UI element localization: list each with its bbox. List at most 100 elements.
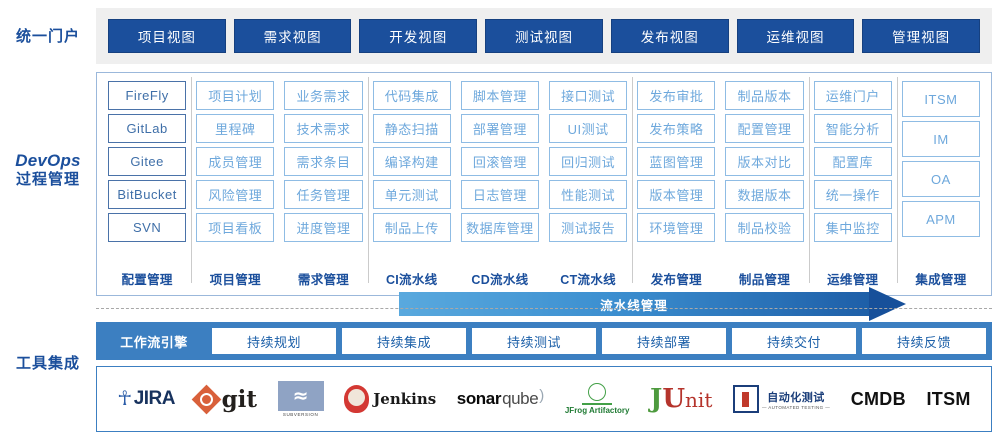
devops-cell[interactable]: ITSM [901, 81, 981, 117]
subversion-logo: ≈ SUBVERSION [277, 377, 324, 421]
workflow-stage-continuous-testing[interactable]: 持续测试 [472, 328, 596, 354]
git-logo: git [191, 377, 258, 421]
devops-cell[interactable]: 静态扫描 [372, 114, 451, 143]
devops-cell[interactable]: 性能测试 [549, 180, 628, 209]
devops-cell[interactable]: 项目看板 [196, 213, 275, 242]
devops-cell[interactable]: BitBucket [108, 180, 187, 209]
row-label-tools: 工具集成 [0, 355, 96, 374]
devops-cell[interactable]: 回归测试 [549, 147, 628, 176]
devops-cell[interactable]: 制品上传 [372, 213, 451, 242]
devops-cell[interactable]: UI测试 [549, 114, 628, 143]
devops-cell[interactable]: 测试报告 [549, 213, 628, 242]
portal-button-development-view[interactable]: 开发视图 [359, 19, 478, 53]
devops-column-label-project: 项目管理 [209, 273, 261, 287]
workflow-stage-continuous-deployment[interactable]: 持续部署 [602, 328, 726, 354]
devops-cell[interactable]: IM [901, 121, 981, 157]
sonarqube-logo-text-a: sonar [456, 389, 502, 408]
devops-cell[interactable]: 风险管理 [196, 180, 275, 209]
devops-column-label-cd: CD流水线 [471, 273, 529, 287]
row-label-portal-text: 统一门户 [15, 28, 80, 45]
git-mark-icon [191, 384, 221, 414]
devops-cell[interactable]: OA [901, 161, 981, 197]
devops-cell[interactable]: Gitee [108, 147, 187, 176]
devops-cell[interactable]: 进度管理 [284, 213, 363, 242]
jira-logo: ☥ JIRA [117, 377, 175, 421]
workflow-stage-continuous-integration[interactable]: 持续集成 [342, 328, 466, 354]
devops-cell[interactable]: 代码集成 [372, 81, 451, 110]
devops-column-label-requirement: 需求管理 [297, 273, 350, 287]
junit-logo-text-u: U [662, 384, 686, 414]
devops-cell[interactable]: 运维门户 [813, 81, 892, 110]
jenkins-logo-text: Jenkins [373, 390, 437, 408]
devops-cell[interactable]: 版本对比 [725, 147, 804, 176]
devops-cell[interactable]: SVN [108, 213, 187, 242]
devops-column-label-ct: CT流水线 [560, 273, 616, 287]
cmdb-logo-text: CMDB [850, 388, 906, 409]
portal-button-release-view[interactable]: 发布视图 [610, 19, 729, 53]
devops-cell[interactable]: 任务管理 [284, 180, 363, 209]
workflow-stage-continuous-delivery[interactable]: 持续交付 [732, 328, 856, 354]
devops-cell[interactable]: 发布策略 [637, 114, 716, 143]
workflow-stage-continuous-feedback[interactable]: 持续反馈 [862, 328, 986, 354]
devops-cell[interactable]: 部署管理 [460, 114, 540, 143]
devops-cell[interactable]: APM [901, 201, 981, 237]
portal-button-management-view[interactable]: 管理视图 [862, 19, 981, 53]
devops-cell[interactable]: 回滚管理 [460, 147, 540, 176]
devops-cell[interactable]: 成员管理 [196, 147, 275, 176]
devops-cell[interactable]: 智能分析 [813, 114, 892, 143]
devops-cell[interactable]: 蓝图管理 [637, 147, 716, 176]
workflow-stage-continuous-planning[interactable]: 持续规划 [212, 328, 336, 354]
portal-button-test-view[interactable]: 测试视图 [485, 19, 603, 53]
devops-cell[interactable]: 数据版本 [725, 180, 804, 209]
automated-testing-logo-text-en: — AUTOMATED TESTING — [761, 404, 831, 410]
devops-cell[interactable]: 发布审批 [637, 81, 716, 110]
pipeline-arrow: 流水线管理 [399, 287, 906, 321]
devops-cell[interactable]: 接口测试 [549, 81, 628, 110]
row-label-devops: DevOps 过程管理 [0, 150, 96, 190]
devops-cell[interactable]: 项目计划 [196, 81, 275, 110]
jenkins-butler-icon [344, 385, 370, 413]
workflow-engine-band: 工作流引擎 持续规划 持续集成 持续测试 持续部署 持续交付 持续反馈 [96, 322, 992, 360]
devops-cell[interactable]: 业务需求 [284, 81, 363, 110]
portal-button-requirement-view[interactable]: 需求视图 [233, 19, 352, 53]
devops-column-cd: 脚本管理 部署管理 回滚管理 日志管理 数据库管理 [456, 81, 544, 261]
devops-cell[interactable]: 配置管理 [725, 114, 804, 143]
devops-column-label-integration: 集成管理 [915, 273, 967, 287]
devops-column-label-operations: 运维管理 [827, 273, 879, 287]
devops-cell[interactable]: FireFly [108, 81, 187, 110]
itsm-logo: ITSM [926, 377, 970, 421]
portal-band: 项目视图 需求视图 开发视图 测试视图 发布视图 运维视图 管理视图 [96, 8, 992, 64]
devops-cell[interactable]: 里程碑 [196, 114, 275, 143]
devops-cell[interactable]: 制品版本 [725, 81, 804, 110]
devops-cell[interactable]: 统一操作 [813, 180, 892, 209]
devops-cell[interactable]: GitLab [108, 114, 187, 143]
devops-cell[interactable]: 环境管理 [637, 213, 716, 242]
devops-cell[interactable]: 数据库管理 [460, 213, 540, 242]
tool-logos-row: ☥ JIRA git ≈ SUBVERSION Jenkins so [96, 366, 992, 432]
devops-cell[interactable]: 需求条目 [284, 147, 363, 176]
devops-cell[interactable]: 集中监控 [813, 213, 892, 242]
devops-cell[interactable]: 制品校验 [725, 213, 804, 242]
devops-column-release: 发布审批 发布策略 蓝图管理 版本管理 环境管理 [632, 77, 720, 283]
devops-cell[interactable]: 技术需求 [284, 114, 363, 143]
devops-column-label-ci: CI流水线 [385, 273, 438, 287]
devops-cell[interactable]: 脚本管理 [460, 81, 540, 110]
devops-cell[interactable]: 配置库 [813, 147, 892, 176]
devops-cell[interactable]: 版本管理 [637, 180, 716, 209]
jenkins-logo: Jenkins [344, 377, 436, 421]
automated-testing-logo: 自动化测试 — AUTOMATED TESTING — [732, 377, 831, 421]
jfrog-bar-icon [582, 403, 613, 405]
git-logo-text: git [221, 385, 258, 413]
cmdb-logo: CMDB [851, 377, 906, 421]
devops-cell[interactable]: 单元测试 [372, 180, 451, 209]
jfrog-artifactory-logo-text: JFrog Artifactory [564, 405, 630, 415]
portal-button-operations-view[interactable]: 运维视图 [736, 19, 855, 53]
sonarqube-logo-text-b: qube [502, 389, 539, 408]
portal-button-project-view[interactable]: 项目视图 [108, 19, 226, 53]
row-label-tools-text: 工具集成 [15, 355, 80, 372]
devops-cell[interactable]: 日志管理 [460, 180, 540, 209]
sonarqube-logo: sonar qube ) [457, 377, 545, 421]
jfrog-artifactory-logo: JFrog Artifactory [564, 377, 630, 421]
junit-logo: J U nit [650, 377, 712, 421]
devops-cell[interactable]: 编译构建 [372, 147, 451, 176]
